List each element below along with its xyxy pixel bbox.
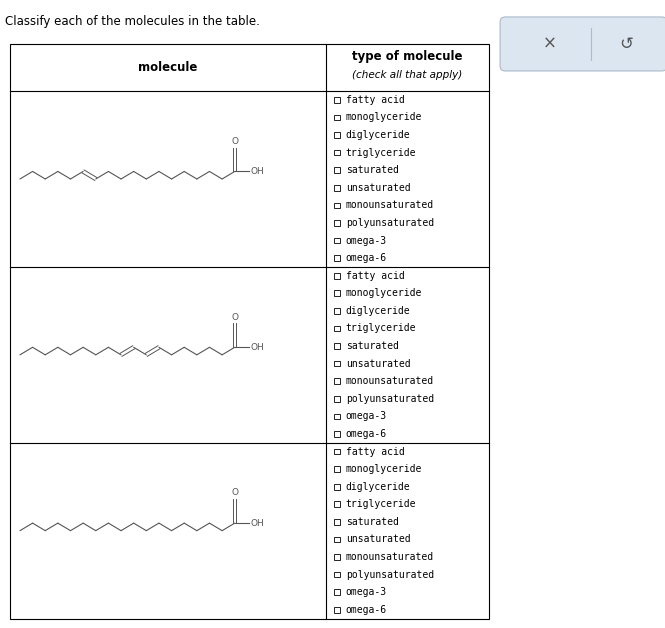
Bar — [334, 571, 340, 578]
Text: unsaturated: unsaturated — [346, 183, 410, 193]
Bar — [334, 273, 340, 278]
Bar — [334, 431, 340, 437]
Text: fatty acid: fatty acid — [346, 447, 404, 457]
Text: polyunsaturated: polyunsaturated — [346, 570, 434, 580]
Text: omega-6: omega-6 — [346, 605, 387, 615]
Text: monoglyceride: monoglyceride — [346, 464, 422, 474]
Bar — [334, 536, 340, 542]
Text: monoglyceride: monoglyceride — [346, 112, 422, 122]
Bar — [334, 149, 340, 155]
Bar — [334, 554, 340, 560]
Text: triglyceride: triglyceride — [346, 323, 416, 333]
Bar — [334, 360, 340, 366]
Text: polyunsaturated: polyunsaturated — [346, 394, 434, 404]
Text: unsaturated: unsaturated — [346, 359, 410, 369]
Text: omega-3: omega-3 — [346, 587, 387, 597]
Bar — [334, 185, 340, 190]
Text: fatty acid: fatty acid — [346, 271, 404, 281]
Bar — [334, 237, 340, 243]
Text: unsaturated: unsaturated — [346, 534, 410, 544]
Text: fatty acid: fatty acid — [346, 95, 404, 105]
Text: O: O — [231, 313, 238, 322]
Bar — [334, 255, 340, 261]
Text: ×: × — [542, 35, 556, 53]
Text: OH: OH — [250, 519, 264, 528]
Bar — [334, 97, 340, 102]
Text: saturated: saturated — [346, 165, 399, 175]
Bar — [10, 44, 489, 619]
Bar — [334, 220, 340, 225]
Text: diglyceride: diglyceride — [346, 306, 410, 316]
Text: omega-3: omega-3 — [346, 236, 387, 246]
Bar — [334, 343, 340, 349]
Text: molecule: molecule — [138, 61, 198, 74]
Text: O: O — [231, 137, 238, 146]
Text: diglyceride: diglyceride — [346, 482, 410, 492]
Bar — [334, 519, 340, 524]
Bar — [334, 501, 340, 507]
Text: type of molecule: type of molecule — [352, 50, 463, 63]
Text: omega-6: omega-6 — [346, 253, 387, 263]
Bar — [334, 132, 340, 138]
Bar — [334, 484, 340, 490]
Bar — [334, 413, 340, 420]
Text: monounsaturated: monounsaturated — [346, 376, 434, 386]
Bar — [334, 325, 340, 332]
Text: ↺: ↺ — [619, 35, 632, 53]
Bar — [334, 448, 340, 454]
Bar — [334, 396, 340, 402]
Bar — [334, 167, 340, 173]
Text: saturated: saturated — [346, 341, 399, 351]
FancyBboxPatch shape — [500, 17, 665, 71]
Text: monoglyceride: monoglyceride — [346, 288, 422, 298]
Bar — [334, 589, 340, 595]
Text: monounsaturated: monounsaturated — [346, 552, 434, 562]
Text: saturated: saturated — [346, 517, 399, 527]
Text: omega-3: omega-3 — [346, 411, 387, 421]
Bar — [334, 114, 340, 120]
Text: Classify each of the molecules in the table.: Classify each of the molecules in the ta… — [5, 16, 260, 28]
Text: polyunsaturated: polyunsaturated — [346, 218, 434, 228]
Bar — [334, 607, 340, 612]
Text: omega-6: omega-6 — [346, 429, 387, 439]
Text: triglyceride: triglyceride — [346, 499, 416, 509]
Text: OH: OH — [250, 167, 264, 176]
Text: (check all that apply): (check all that apply) — [352, 70, 462, 80]
Bar — [334, 202, 340, 208]
Bar — [334, 308, 340, 313]
Text: diglyceride: diglyceride — [346, 130, 410, 140]
Text: O: O — [231, 489, 238, 497]
Bar — [334, 466, 340, 472]
Text: triglyceride: triglyceride — [346, 148, 416, 158]
Bar — [334, 378, 340, 384]
Text: OH: OH — [250, 343, 264, 352]
Bar — [334, 290, 340, 296]
Text: monounsaturated: monounsaturated — [346, 200, 434, 210]
